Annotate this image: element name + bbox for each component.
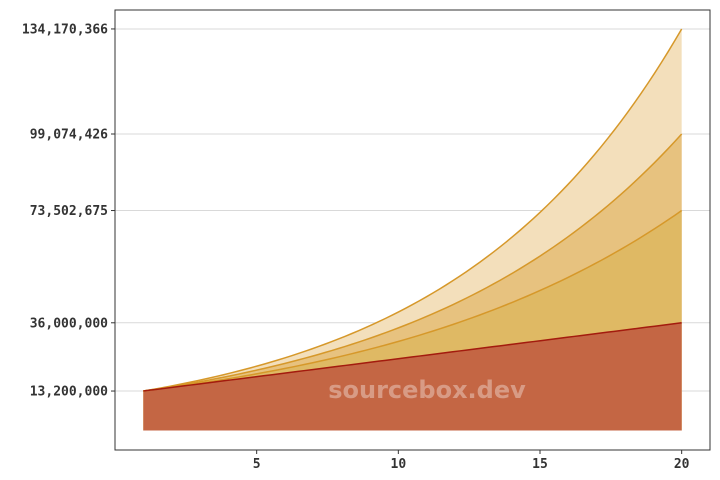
y-tick-label: 134,170,366 xyxy=(22,22,108,37)
line-series-4 xyxy=(143,322,682,392)
plot-frame xyxy=(114,9,711,451)
watermark: sourcebox.dev xyxy=(328,376,526,404)
y-tick-label: 73,502,675 xyxy=(30,204,108,219)
y-tick-label: 99,074,426 xyxy=(30,127,108,142)
y-axis-ticks: 13,200,000 36,000,000 73,502,675 99,074,426… xyxy=(22,22,115,400)
y-tick-label: 13,200,000 xyxy=(30,385,108,400)
line-series-2 xyxy=(143,133,683,392)
areas xyxy=(143,28,682,431)
line-series-1 xyxy=(143,28,683,392)
line-series-3 xyxy=(143,209,683,392)
area-series-4 xyxy=(143,322,682,431)
x-tick-label: 15 xyxy=(532,457,548,472)
x-tick-label: 20 xyxy=(674,457,690,472)
series-lines xyxy=(143,28,683,392)
y-tick-label: 36,000,000 xyxy=(30,316,108,331)
x-tick-label: 5 xyxy=(253,457,261,472)
x-tick-label: 10 xyxy=(391,457,407,472)
x-axis-ticks: 5 10 15 20 xyxy=(253,450,690,472)
